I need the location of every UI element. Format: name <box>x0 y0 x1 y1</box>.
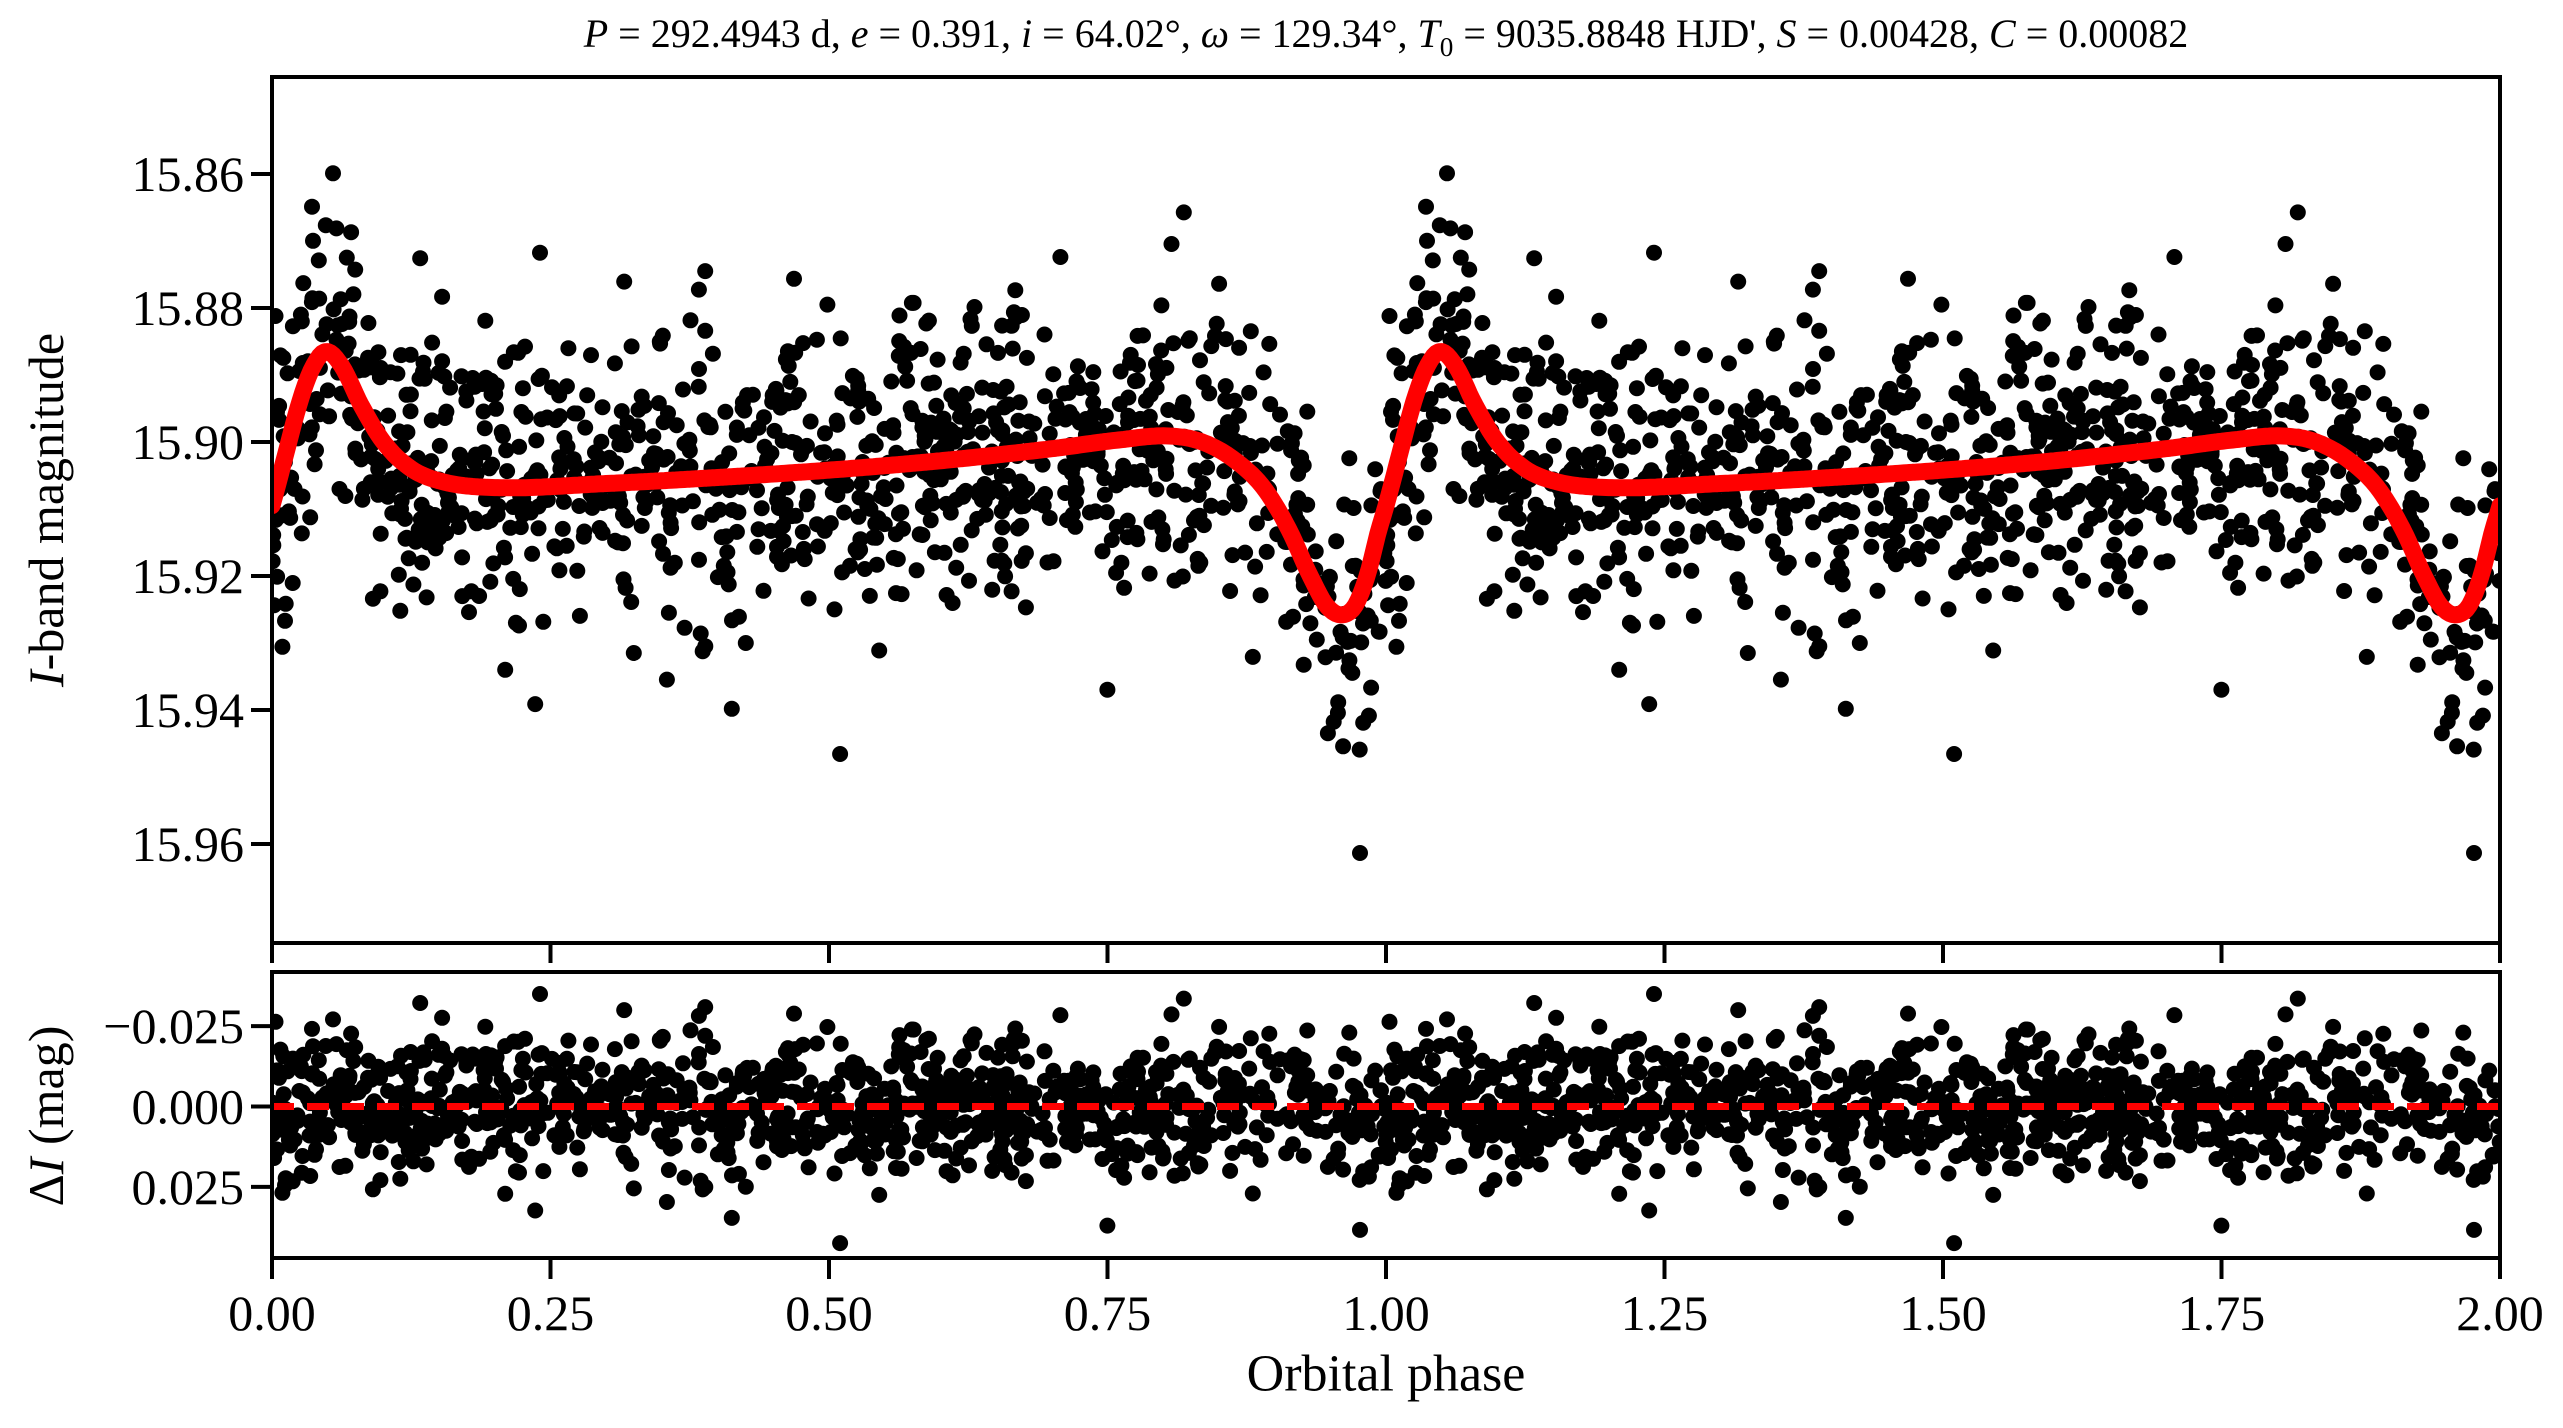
phase-tick-label: 0.00 <box>228 1285 316 1341</box>
model-curve <box>272 343 2500 624</box>
phase-tick-label: 0.25 <box>507 1285 595 1341</box>
residual-tick-label: −0.025 <box>103 998 244 1054</box>
axis-ticks <box>251 172 2502 1279</box>
magnitude-tick-label: 15.96 <box>132 816 245 872</box>
phase-tick-label: 0.50 <box>785 1285 873 1341</box>
scatter-points-residuals <box>272 986 2500 1252</box>
phase-tick-label: 1.50 <box>1899 1285 1987 1341</box>
chart-title: P = 292.4943 d, e = 0.391, i = 64.02°, ω… <box>583 11 2189 62</box>
magnitude-tick-label: 15.94 <box>132 682 245 738</box>
phase-tick-label: 0.75 <box>1064 1285 1152 1341</box>
magnitude-tick-label: 15.86 <box>132 146 245 202</box>
scatter-points-magnitude <box>272 165 2500 861</box>
x-axis-label: Orbital phase <box>1246 1345 1526 1403</box>
axis-tick-labels: 15.86 15.88 15.90 15.92 15.94 15.96 −0.025 0.00… <box>103 146 2543 1341</box>
magnitude-tick-label: 15.90 <box>132 414 245 470</box>
residual-tick-label: 0.025 <box>132 1159 245 1215</box>
magnitude-tick-label: 15.92 <box>132 548 245 604</box>
phase-tick-label: 1.75 <box>2178 1285 2266 1341</box>
magnitude-tick-label: 15.88 <box>132 280 245 336</box>
phase-tick-label: 2.00 <box>2456 1285 2544 1341</box>
residual-tick-label: 0.000 <box>132 1079 245 1135</box>
phase-tick-label: 1.25 <box>1621 1285 1709 1341</box>
phase-tick-label: 1.00 <box>1342 1285 1430 1341</box>
